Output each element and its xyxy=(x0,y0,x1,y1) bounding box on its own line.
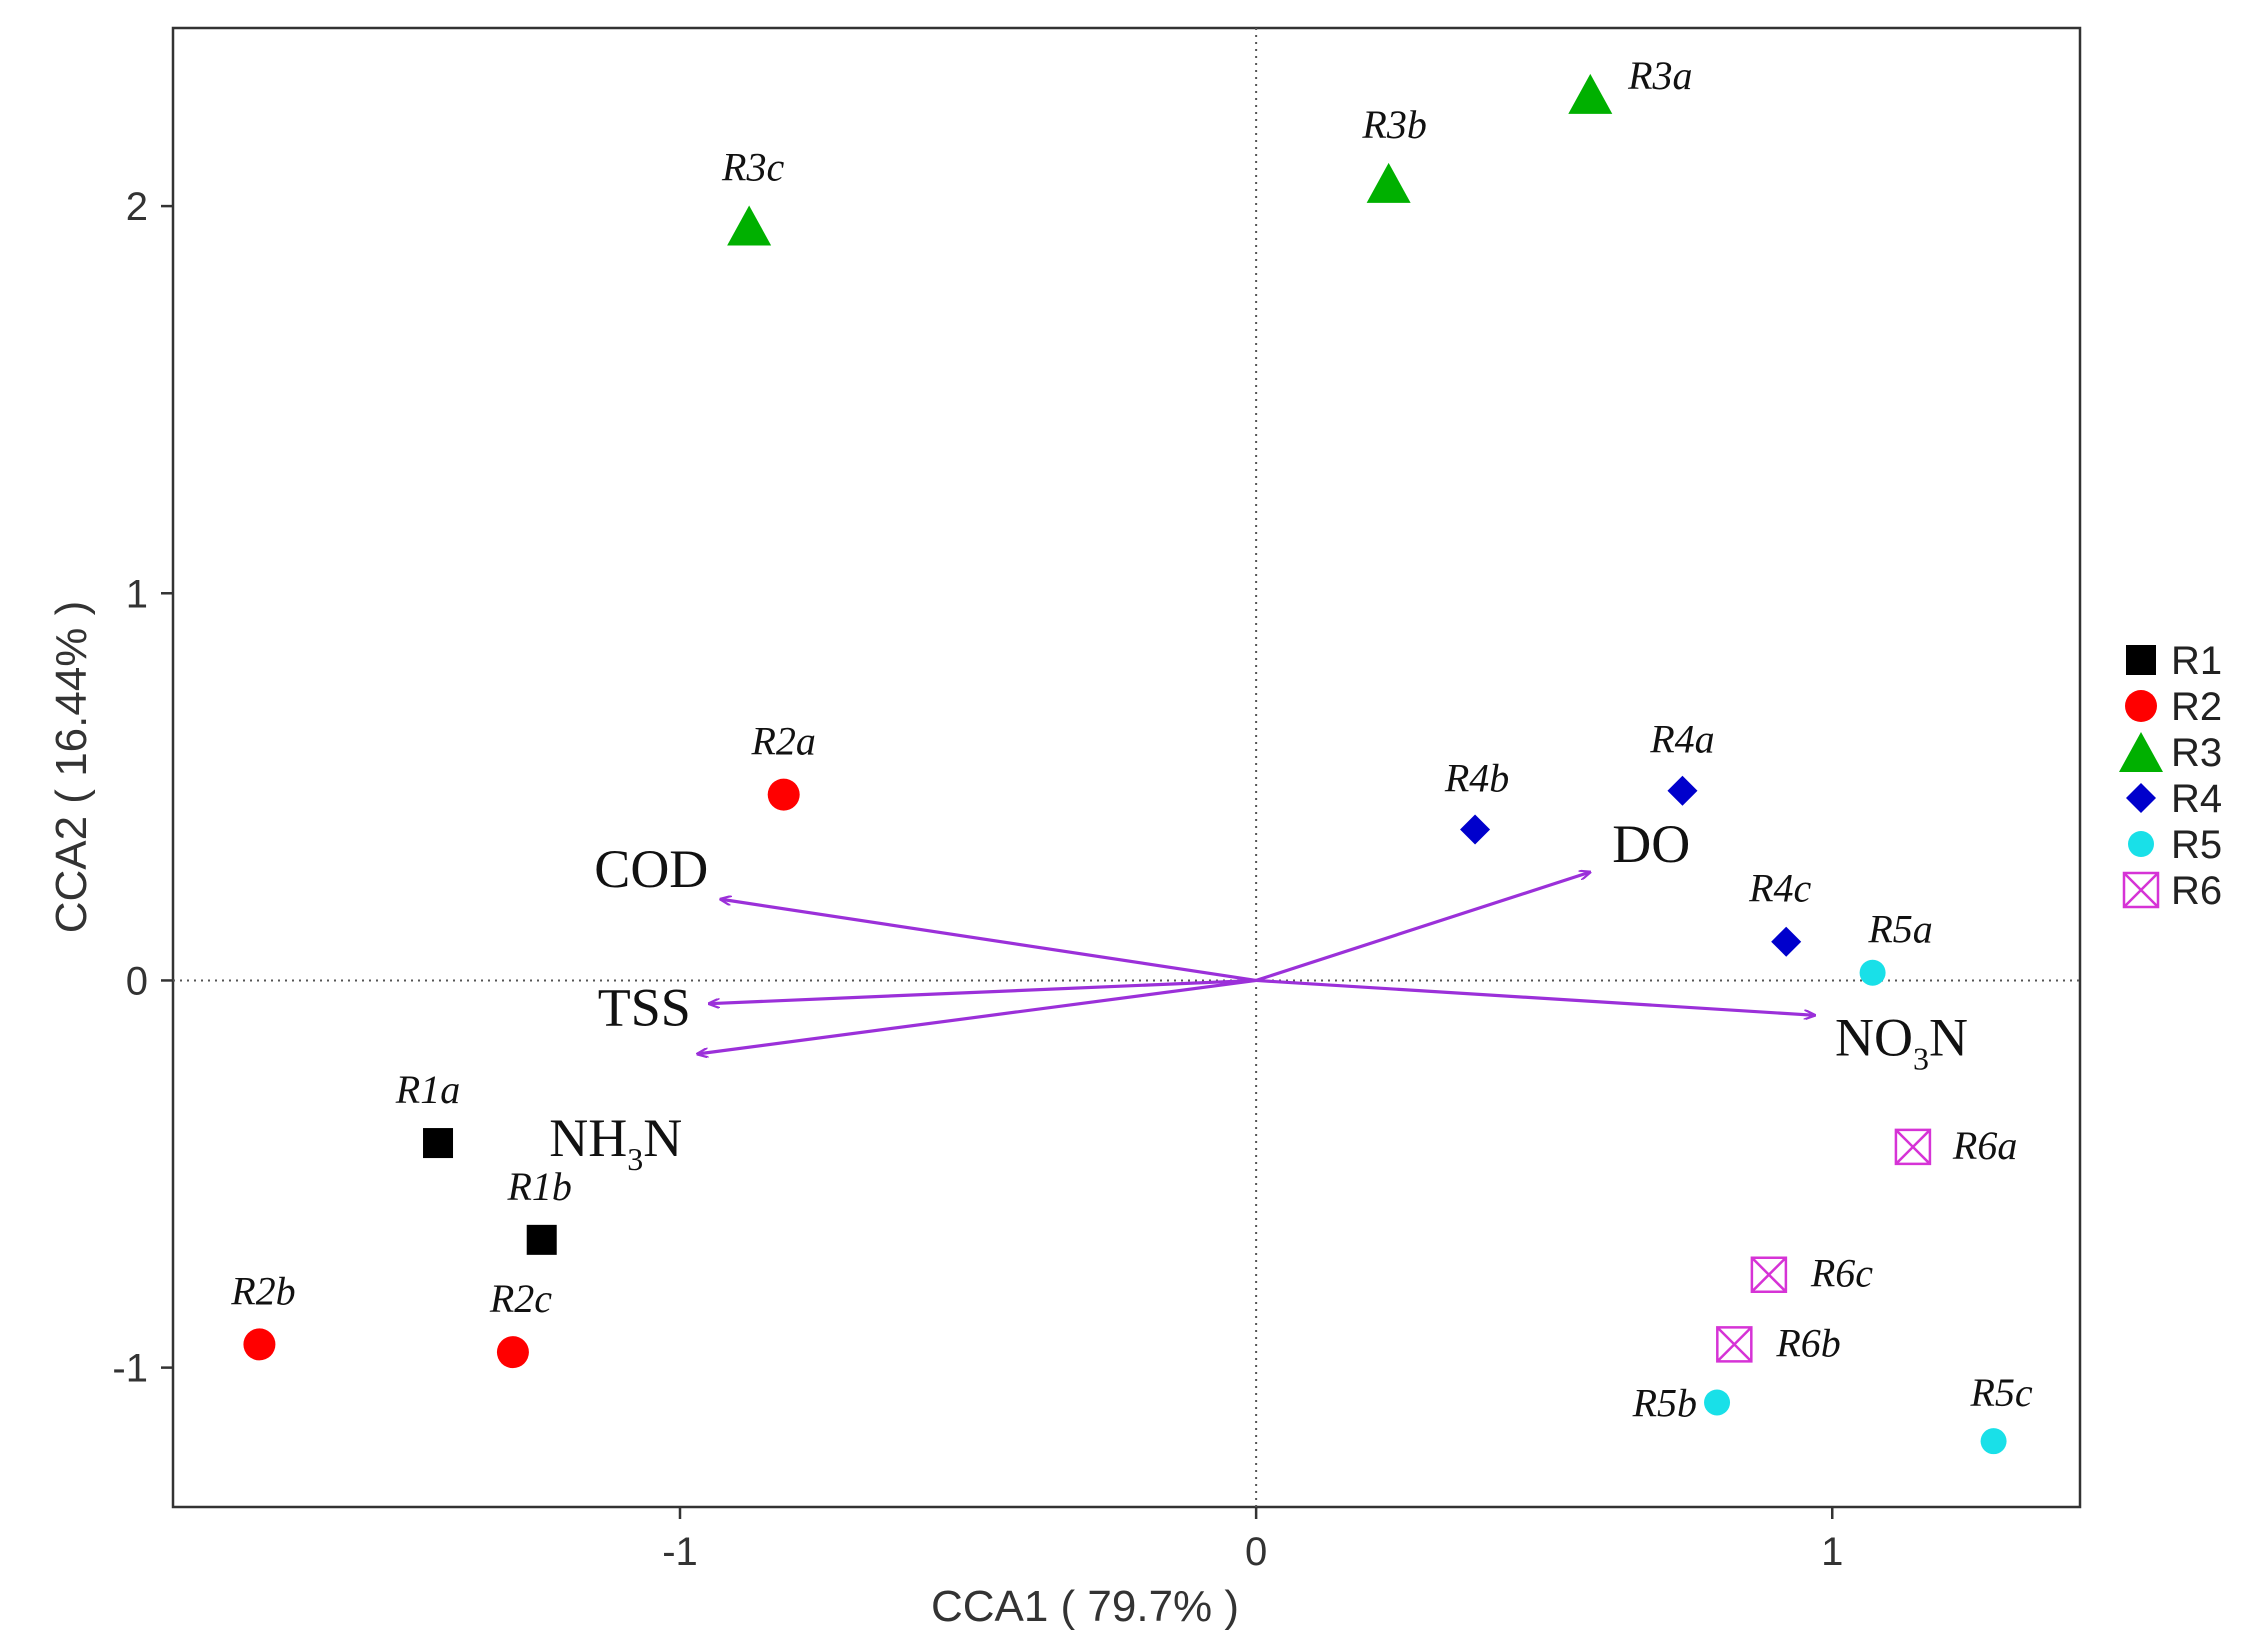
point-r5b xyxy=(1704,1389,1731,1416)
legend-marker-r4 xyxy=(2126,783,2156,813)
point-r1b xyxy=(526,1224,557,1255)
env-label-do: DO xyxy=(1612,814,1690,874)
env-label-cod: COD xyxy=(594,839,708,899)
x-tick-label: 0 xyxy=(1245,1530,1267,1574)
legend-marker-r2 xyxy=(2125,690,2157,722)
env-vector-cod xyxy=(720,899,1257,983)
point-label-r6a: R6a xyxy=(1952,1123,2017,1168)
legend-label-r2: R2 xyxy=(2171,685,2222,729)
env-label-nh3n: NH3N xyxy=(549,1108,682,1177)
point-label-r2b: R2b xyxy=(230,1268,295,1313)
point-r3a xyxy=(1568,73,1613,114)
plot-frame xyxy=(171,26,2082,1509)
point-label-r3a: R3a xyxy=(1627,53,1692,98)
x-tick-label: 1 xyxy=(1821,1530,1843,1574)
point-r2c xyxy=(496,1336,529,1369)
point-r2a xyxy=(767,778,800,811)
x-tick-label: -1 xyxy=(662,1530,698,1574)
point-r2b xyxy=(243,1328,276,1361)
point-label-r4a: R4a xyxy=(1649,717,1714,762)
point-r4c xyxy=(1771,926,1802,957)
point-label-r3b: R3b xyxy=(1361,102,1426,147)
point-label-r4b: R4b xyxy=(1444,755,1509,800)
point-label-r1b: R1b xyxy=(507,1164,572,1209)
point-label-r1a: R1a xyxy=(395,1067,460,1112)
env-label-tss: TSS xyxy=(598,978,691,1038)
point-r5a xyxy=(1859,959,1886,986)
x-axis-title: CCA1 ( 79.7% ) xyxy=(931,1582,1239,1631)
point-label-r6c: R6c xyxy=(1810,1251,1873,1296)
point-r3b xyxy=(1366,162,1411,203)
point-label-r3c: R3c xyxy=(721,144,784,189)
env-vector-nh3n xyxy=(697,978,1257,1054)
env-label-no3n: NO3N xyxy=(1835,1007,1968,1076)
y-tick-label: 2 xyxy=(126,185,148,229)
point-label-r5b: R5b xyxy=(1632,1380,1697,1425)
legend-label-r1: R1 xyxy=(2171,639,2222,683)
point-r4a xyxy=(1667,775,1698,806)
legend-marker-r1 xyxy=(2126,645,2156,675)
point-r6a xyxy=(1894,1128,1932,1166)
env-vector-do xyxy=(1255,872,1590,982)
point-r6c xyxy=(1750,1256,1788,1293)
point-label-r2c: R2c xyxy=(489,1276,552,1321)
y-tick-label: -1 xyxy=(112,1347,148,1391)
legend-label-r4: R4 xyxy=(2171,777,2222,821)
env-vector-tss xyxy=(709,978,1257,1003)
y-axis-title: CCA2 ( 16.44% ) xyxy=(47,601,96,934)
y-tick-label: 1 xyxy=(126,572,148,616)
y-tick-label: 0 xyxy=(126,959,148,1003)
legend-label-r3: R3 xyxy=(2171,731,2222,775)
point-r4b xyxy=(1460,814,1491,845)
legend-label-r6: R6 xyxy=(2171,869,2222,913)
env-vector-no3n xyxy=(1256,978,1815,1015)
legend-marker-r6 xyxy=(2122,871,2160,909)
legend-label-r5: R5 xyxy=(2171,823,2222,867)
point-r6b xyxy=(1716,1326,1753,1363)
point-label-r2a: R2a xyxy=(750,719,815,764)
point-r3c xyxy=(727,205,772,246)
legend-marker-r5 xyxy=(2128,831,2154,857)
point-label-r6b: R6b xyxy=(1775,1320,1840,1365)
point-r5c xyxy=(1980,1428,2007,1455)
point-label-r5c: R5c xyxy=(1969,1370,2032,1415)
point-label-r5a: R5a xyxy=(1867,907,1932,952)
point-label-r4c: R4c xyxy=(1748,866,1811,911)
legend-marker-r3 xyxy=(2119,732,2163,772)
point-r1a xyxy=(423,1128,454,1159)
